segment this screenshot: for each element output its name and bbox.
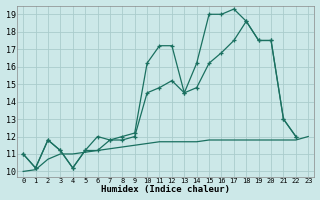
X-axis label: Humidex (Indice chaleur): Humidex (Indice chaleur) [101, 185, 230, 194]
